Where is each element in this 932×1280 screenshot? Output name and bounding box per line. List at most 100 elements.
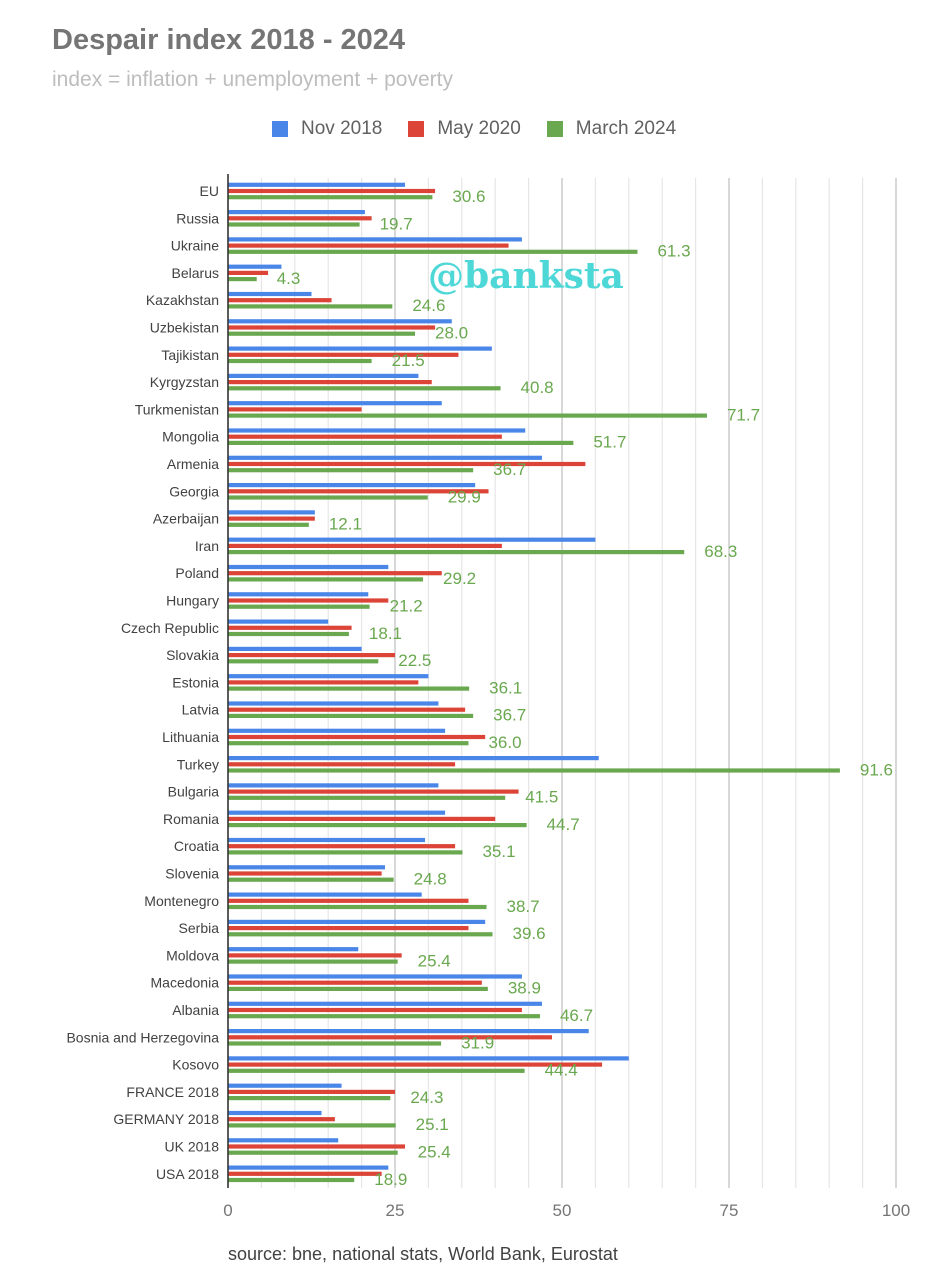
category-label: GERMANY 2018 — [113, 1111, 219, 1127]
bar-may-2020 — [228, 516, 315, 521]
bar-nov-2018 — [228, 428, 526, 433]
data-label: 12.1 — [329, 515, 362, 534]
bar-may-2020 — [228, 680, 419, 685]
bar-nov-2018 — [228, 619, 329, 624]
chart-subtitle: index = inflation + unemployment + pover… — [52, 68, 453, 91]
legend-swatch-nov-2018 — [272, 121, 288, 137]
legend-swatch-may-2020 — [408, 121, 425, 137]
bar-march-2024 — [228, 577, 424, 582]
data-label: 36.1 — [489, 678, 522, 697]
bar-march-2024 — [228, 932, 493, 937]
bar-may-2020 — [228, 1089, 395, 1094]
bar-nov-2018 — [228, 919, 486, 924]
bar-may-2020 — [228, 270, 269, 275]
data-label: 51.7 — [593, 433, 626, 452]
bar-march-2024 — [228, 904, 487, 910]
bar-may-2020 — [228, 461, 586, 467]
data-label: 25.4 — [418, 951, 451, 970]
bar-may-2020 — [228, 188, 436, 194]
bar-may-2020 — [228, 707, 466, 712]
bar-may-2020 — [228, 980, 482, 985]
bar-may-2020 — [228, 298, 332, 303]
data-label: 44.4 — [545, 1061, 578, 1080]
x-tick-label: 0 — [223, 1201, 232, 1220]
bar-march-2024 — [228, 550, 685, 555]
bar-may-2020 — [228, 434, 502, 439]
watermark: @banksta — [428, 255, 624, 297]
bar-march-2024 — [228, 1068, 525, 1073]
bar-nov-2018 — [228, 237, 522, 242]
bar-nov-2018 — [228, 537, 596, 542]
data-label: 21.2 — [390, 597, 423, 616]
data-label: 24.8 — [414, 870, 447, 889]
category-label: Moldova — [166, 947, 219, 963]
x-tick-label: 25 — [386, 1201, 405, 1220]
bar-march-2024 — [228, 959, 398, 964]
category-label: Macedonia — [151, 975, 220, 991]
data-label: 25.1 — [416, 1115, 449, 1134]
data-label: 24.3 — [410, 1088, 443, 1107]
bar-march-2024 — [228, 222, 360, 227]
bar-nov-2018 — [228, 564, 389, 570]
bar-may-2020 — [228, 1062, 603, 1067]
bar-nov-2018 — [228, 1110, 322, 1116]
bar-march-2024 — [228, 604, 370, 609]
bar-march-2024 — [228, 741, 469, 746]
bar-march-2024 — [228, 304, 393, 309]
bar-nov-2018 — [228, 837, 426, 843]
bar-may-2020 — [228, 598, 389, 603]
category-label: Tajikistan — [161, 347, 219, 363]
bar-march-2024 — [228, 358, 372, 364]
category-label: Kyrgyzstan — [150, 374, 219, 390]
category-label: Belarus — [172, 265, 219, 281]
data-label: 31.9 — [461, 1033, 494, 1052]
data-label: 24.6 — [412, 296, 445, 315]
bar-march-2024 — [228, 1177, 355, 1183]
bar-may-2020 — [228, 543, 502, 548]
category-label: Turkmenistan — [135, 401, 219, 417]
category-label: FRANCE 2018 — [126, 1084, 219, 1100]
legend-item-may-2020: May 2020 — [408, 118, 521, 140]
bar-nov-2018 — [228, 346, 492, 351]
category-label: Montenegro — [144, 893, 219, 909]
bar-nov-2018 — [228, 319, 452, 324]
bar-march-2024 — [228, 277, 257, 282]
bar-march-2024 — [228, 1041, 442, 1046]
category-label: Kazakhstan — [146, 292, 219, 308]
category-label: Albania — [172, 1002, 219, 1018]
category-label: USA 2018 — [156, 1166, 219, 1182]
data-label: 71.7 — [727, 405, 760, 424]
legend-item-march-2024: March 2024 — [546, 118, 676, 140]
category-label: Azerbaijan — [153, 511, 219, 527]
bar-march-2024 — [228, 1123, 396, 1128]
category-label: Poland — [175, 565, 219, 581]
data-label: 41.5 — [525, 788, 558, 807]
bar-nov-2018 — [228, 1001, 542, 1006]
data-label: 25.4 — [418, 1143, 451, 1162]
bar-may-2020 — [228, 1144, 406, 1149]
bar-nov-2018 — [228, 728, 446, 733]
category-label: Latvia — [182, 702, 220, 718]
category-label: Kosovo — [172, 1057, 219, 1073]
bar-nov-2018 — [228, 264, 282, 269]
bar-march-2024 — [228, 249, 638, 254]
data-label: 38.7 — [507, 897, 540, 916]
bar-march-2024 — [228, 713, 474, 718]
bar-march-2024 — [228, 468, 474, 473]
bar-may-2020 — [228, 734, 486, 740]
bar-may-2020 — [228, 816, 496, 821]
source-note: source: bne, national stats, World Bank,… — [228, 1244, 618, 1264]
x-tick-label: 50 — [553, 1201, 572, 1220]
bar-march-2024 — [228, 386, 501, 391]
bar-nov-2018 — [228, 210, 365, 215]
bar-may-2020 — [228, 216, 372, 221]
category-label: Turkey — [177, 756, 219, 772]
x-tick-label: 75 — [720, 1201, 739, 1220]
bar-march-2024 — [228, 768, 840, 773]
bar-march-2024 — [228, 195, 433, 200]
data-label: 68.3 — [704, 542, 737, 561]
bar-nov-2018 — [228, 1083, 342, 1088]
bar-may-2020 — [228, 789, 519, 794]
bar-may-2020 — [228, 926, 469, 931]
legend-swatch-march-2024 — [546, 121, 563, 137]
